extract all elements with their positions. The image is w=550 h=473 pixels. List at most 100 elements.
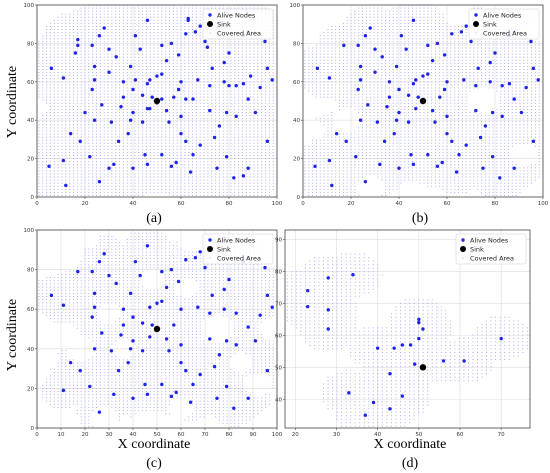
covered-dot [335, 170, 337, 172]
covered-dot [172, 155, 174, 157]
covered-dot [176, 69, 178, 71]
covered-dot [172, 124, 174, 126]
covered-dot [253, 50, 255, 52]
covered-dot [165, 164, 167, 166]
covered-dot [253, 179, 255, 181]
covered-dot [253, 145, 255, 147]
covered-dot [92, 32, 94, 34]
covered-dot [268, 44, 270, 46]
covered-dot [230, 133, 232, 135]
covered-dot [257, 56, 259, 58]
covered-dot [46, 176, 48, 178]
covered-dot [157, 139, 159, 141]
covered-dot [122, 176, 124, 178]
covered-dot [342, 35, 344, 37]
covered-dot [327, 164, 329, 166]
covered-dot [168, 65, 170, 67]
covered-dot [65, 72, 67, 74]
covered-dot [65, 179, 67, 181]
covered-dot [207, 188, 209, 190]
covered-dot [69, 179, 71, 181]
covered-dot [319, 170, 321, 172]
covered-dot [115, 7, 117, 9]
covered-dot [264, 108, 266, 110]
covered-dot [53, 90, 55, 92]
covered-dot [176, 191, 178, 193]
covered-dot [142, 188, 144, 190]
covered-dot [53, 194, 55, 196]
covered-dot [249, 112, 251, 114]
covered-dot [245, 118, 247, 120]
covered-dot [253, 191, 255, 193]
covered-dot [61, 188, 63, 190]
covered-dot [149, 124, 151, 126]
covered-dot [165, 96, 167, 98]
covered-dot [203, 84, 205, 86]
covered-dot [80, 56, 82, 58]
covered-dot [218, 158, 220, 160]
covered-dot [369, 78, 371, 80]
covered-dot [211, 161, 213, 163]
covered-dot [369, 87, 371, 89]
covered-dot [199, 188, 201, 190]
covered-dot [365, 151, 367, 153]
covered-dot [53, 53, 55, 55]
covered-dot [327, 56, 329, 58]
covered-dot [365, 78, 367, 80]
covered-dot [338, 26, 340, 27]
covered-dot [249, 7, 251, 9]
covered-dot [134, 167, 136, 169]
covered-dot [222, 176, 224, 178]
covered-dot [84, 188, 86, 190]
alive-node [145, 162, 150, 167]
covered-dot [238, 179, 240, 181]
covered-dot [222, 118, 224, 120]
covered-dot [369, 47, 371, 49]
covered-dot [365, 69, 367, 71]
covered-dot [142, 53, 144, 55]
covered-dot [69, 29, 71, 31]
covered-dot [184, 22, 186, 24]
covered-dot [249, 50, 251, 52]
covered-dot [207, 158, 209, 160]
covered-dot [122, 191, 124, 193]
covered-dot [119, 115, 121, 117]
covered-dot [346, 26, 348, 27]
covered-dot [153, 121, 155, 123]
covered-dot [61, 182, 63, 184]
covered-dot [238, 41, 240, 43]
covered-dot [268, 155, 270, 157]
legend-alive-marker [208, 13, 212, 17]
covered-dot [268, 142, 270, 144]
covered-dot [319, 118, 321, 120]
covered-dot [222, 167, 224, 169]
covered-dot [350, 44, 352, 46]
covered-dot [130, 78, 132, 80]
covered-dot [241, 191, 243, 193]
covered-dot [126, 81, 128, 83]
covered-dot [253, 151, 255, 153]
covered-dot [362, 56, 364, 58]
covered-dot [46, 72, 48, 74]
covered-dot [369, 38, 371, 40]
covered-dot [192, 182, 194, 184]
covered-dot [338, 59, 340, 61]
covered-dot [80, 173, 82, 175]
covered-dot [107, 65, 109, 67]
covered-dot [72, 108, 74, 110]
covered-dot [188, 29, 190, 31]
covered-dot [145, 81, 147, 83]
covered-dot [327, 90, 329, 92]
covered-dot [88, 47, 90, 49]
covered-dot [149, 75, 151, 77]
covered-dot [268, 81, 270, 83]
covered-dot [211, 148, 213, 150]
covered-dot [65, 53, 67, 55]
covered-dot [257, 139, 259, 141]
covered-dot [149, 179, 151, 181]
covered-dot [218, 56, 220, 58]
covered-dot [257, 158, 259, 160]
covered-dot [168, 59, 170, 61]
covered-dot [76, 26, 78, 27]
covered-dot [315, 72, 317, 74]
